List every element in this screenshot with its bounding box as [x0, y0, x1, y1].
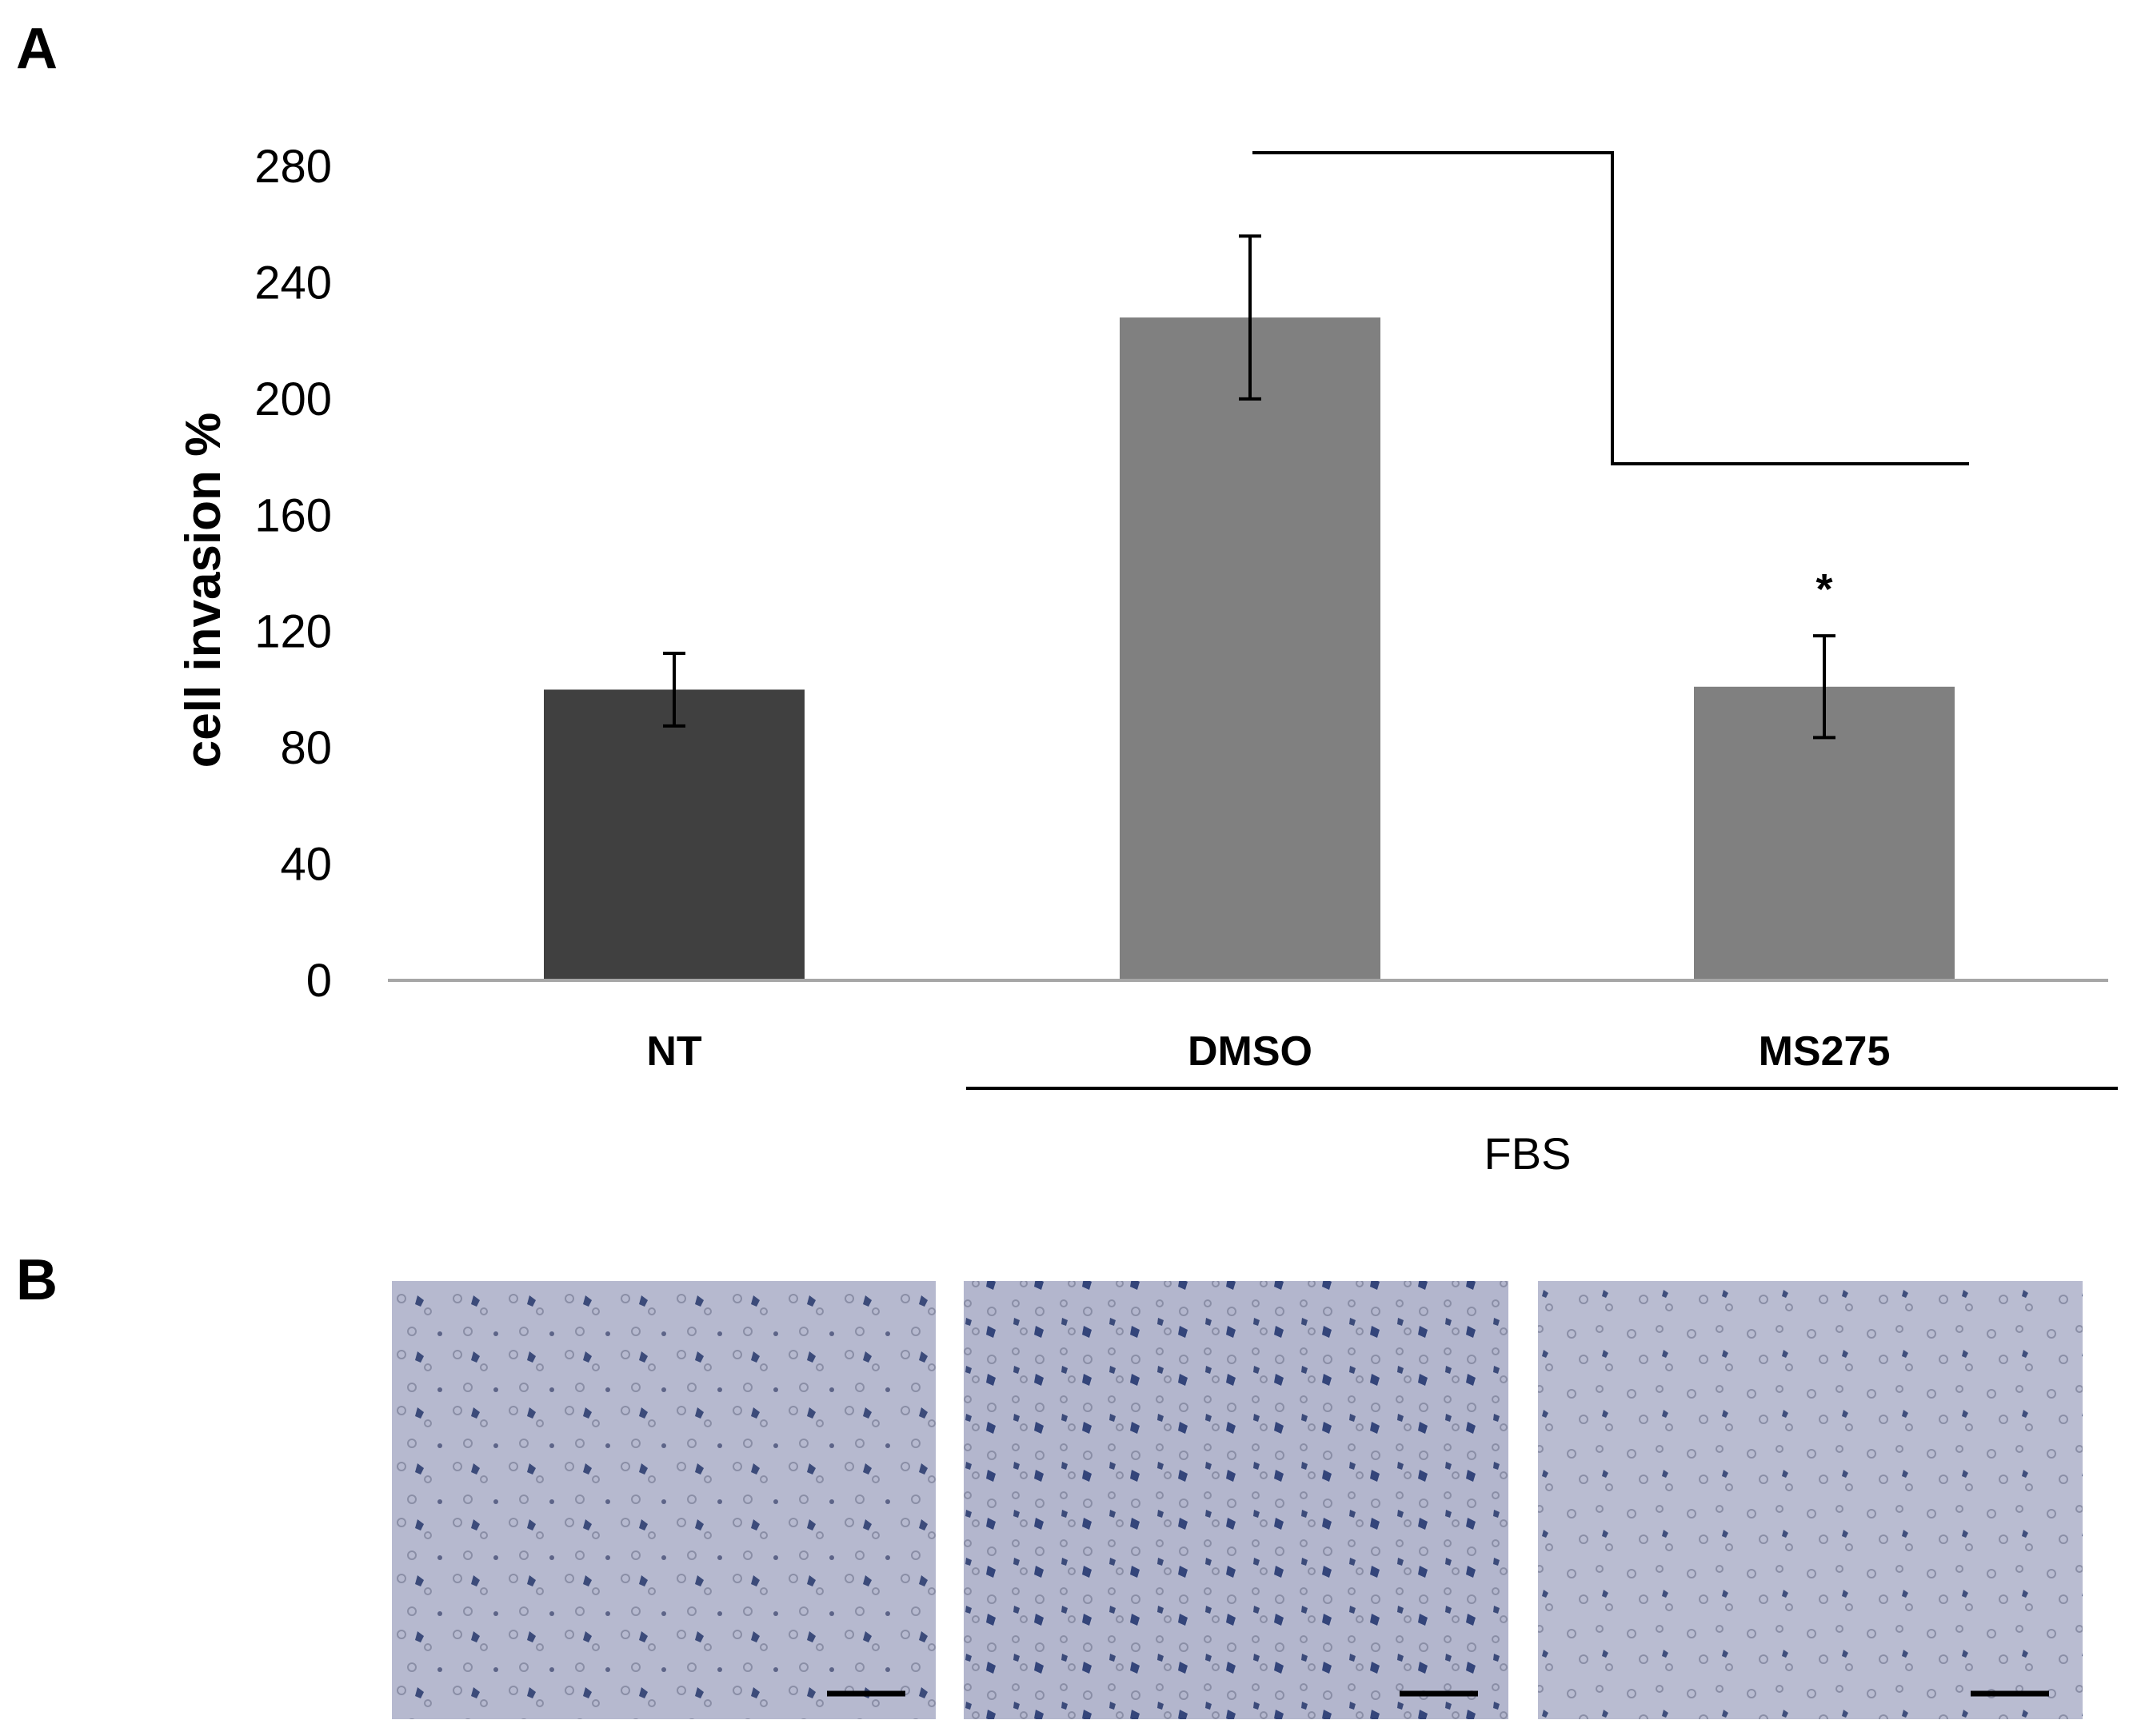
- x-axis-labels: NT DMSO MS275: [646, 1028, 1890, 1075]
- y-tick-label: 80: [280, 722, 332, 774]
- y-tick-label: 200: [254, 373, 332, 425]
- y-tick-label: 120: [254, 606, 332, 658]
- micrograph-dmso: [964, 1281, 1508, 1719]
- significance-marker: *: [1815, 565, 1832, 613]
- significance-bracket: [1252, 151, 1969, 465]
- group-label: FBS: [1484, 1128, 1572, 1179]
- y-tick-label: 160: [254, 489, 332, 541]
- bar-nt: [544, 689, 805, 980]
- y-tick-label: 0: [306, 955, 332, 1007]
- x-tick-label: NT: [646, 1028, 702, 1075]
- y-tick-label: 280: [254, 141, 332, 193]
- y-axis-ticks: 0 40 80 120 160 200 240 280: [254, 141, 332, 1007]
- y-tick-label: 240: [254, 257, 332, 309]
- x-tick-label: DMSO: [1188, 1028, 1312, 1075]
- x-tick-label: MS275: [1759, 1028, 1891, 1075]
- y-tick-label: 40: [280, 839, 332, 891]
- panel-a-label: A: [16, 17, 58, 81]
- y-axis-label: cell invasion %: [176, 413, 231, 768]
- bars: [544, 317, 1955, 980]
- panel-b-label: B: [16, 1248, 58, 1312]
- bar-dmso: [1120, 317, 1380, 980]
- micrograph-nt: [392, 1281, 936, 1719]
- micrograph-ms275: [1538, 1281, 2083, 1719]
- error-bars: [663, 234, 1835, 740]
